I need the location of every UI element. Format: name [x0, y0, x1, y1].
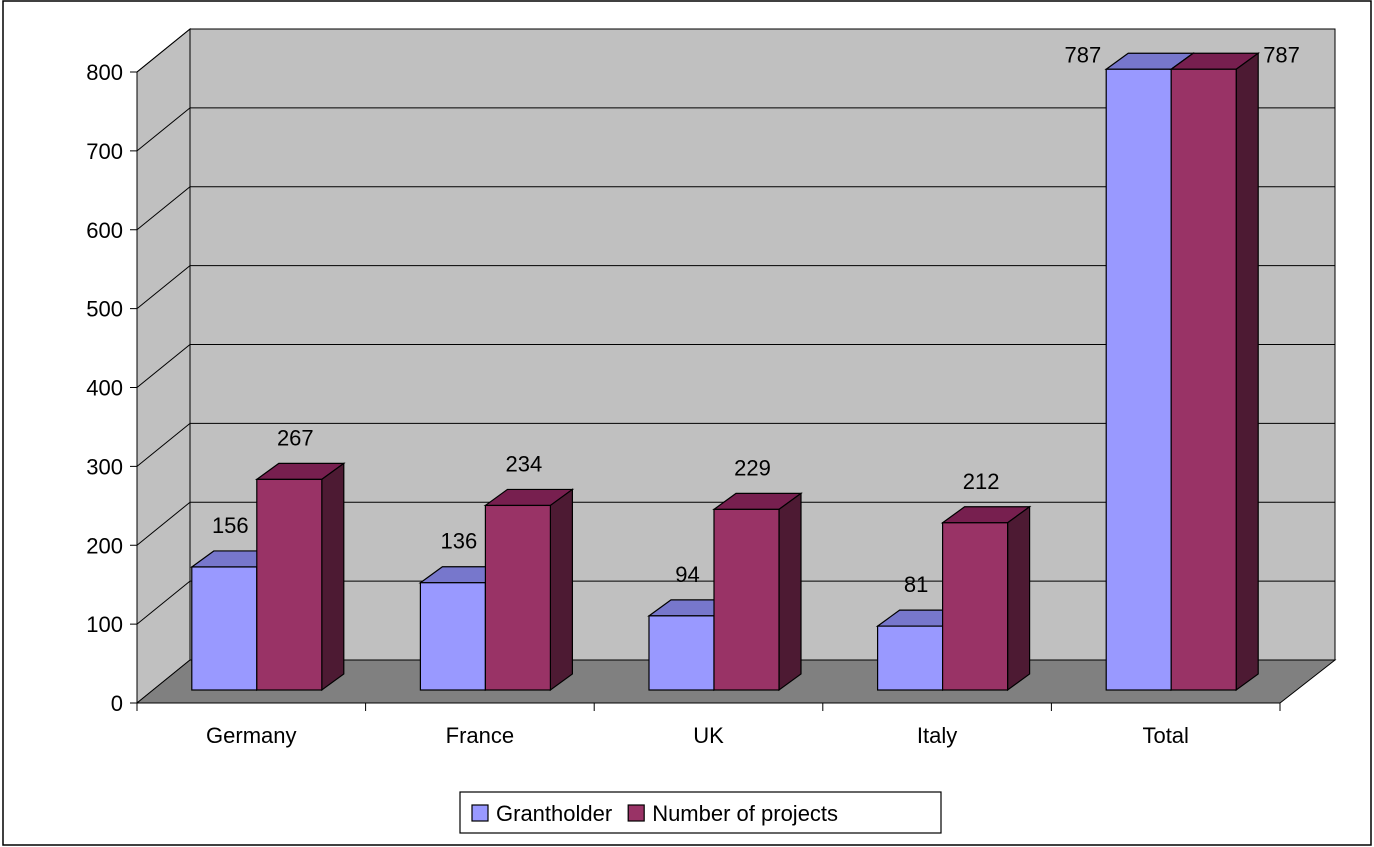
- bar-side: [1235, 52, 1259, 692]
- y-tick-label: 500: [86, 297, 123, 322]
- bar: [191, 566, 258, 691]
- gridline-side: [136, 28, 191, 73]
- bar: [876, 625, 944, 691]
- gridline-side: [136, 107, 191, 152]
- y-tick-label: 700: [86, 139, 123, 164]
- bar: [941, 522, 1009, 691]
- x-tick-label: Italy: [917, 723, 957, 748]
- bar: [648, 615, 715, 691]
- data-label: 267: [277, 425, 314, 450]
- x-tick-label: UK: [693, 723, 724, 748]
- data-label: 234: [506, 451, 543, 476]
- x-tick-label: Germany: [206, 723, 296, 748]
- data-label: 81: [904, 572, 928, 597]
- data-label: 156: [212, 513, 249, 538]
- bar: [713, 508, 780, 691]
- data-label: 229: [734, 455, 771, 480]
- gridline-side: [136, 501, 191, 546]
- legend: Grantholder Number of projects: [459, 791, 942, 834]
- gridline-side: [136, 186, 191, 231]
- x-tick-label: Total: [1142, 723, 1188, 748]
- bar-side: [321, 462, 345, 692]
- gridline-side: [136, 422, 191, 467]
- data-label: 212: [963, 469, 1000, 494]
- data-label: 94: [675, 562, 699, 587]
- y-tick-label: 600: [86, 218, 123, 243]
- legend-label: Grantholder: [496, 801, 612, 826]
- y-tick-label: 0: [111, 691, 123, 716]
- bar-side: [549, 488, 574, 692]
- gridline-side: [136, 580, 191, 625]
- plot-area: 0 100 200 300 400 500 600 700 800 Germany 156 267 Fr…: [86, 27, 1337, 748]
- data-label: 136: [441, 529, 478, 554]
- data-label: 787: [1064, 42, 1101, 67]
- legend-box: [459, 791, 942, 834]
- bar: [484, 504, 551, 691]
- y-tick-label: 800: [86, 60, 123, 85]
- y-tick-label: 100: [86, 612, 123, 637]
- gridline-side: [136, 344, 191, 388]
- bar-side: [778, 492, 802, 692]
- bar-side: [1006, 505, 1031, 692]
- bar: [256, 478, 323, 691]
- data-label: 787: [1263, 42, 1300, 67]
- y-tick-label: 400: [86, 376, 123, 401]
- bar: [1105, 68, 1172, 691]
- legend-swatch: [627, 804, 645, 822]
- y-tick-label: 200: [86, 533, 123, 558]
- bar: [1170, 68, 1237, 691]
- legend-label: Number of projects: [652, 801, 838, 826]
- x-tick-label: France: [446, 723, 514, 748]
- gridline-side: [136, 265, 191, 310]
- bar: [419, 582, 486, 691]
- legend-swatch: [471, 804, 489, 822]
- y-tick-label: 300: [86, 454, 123, 479]
